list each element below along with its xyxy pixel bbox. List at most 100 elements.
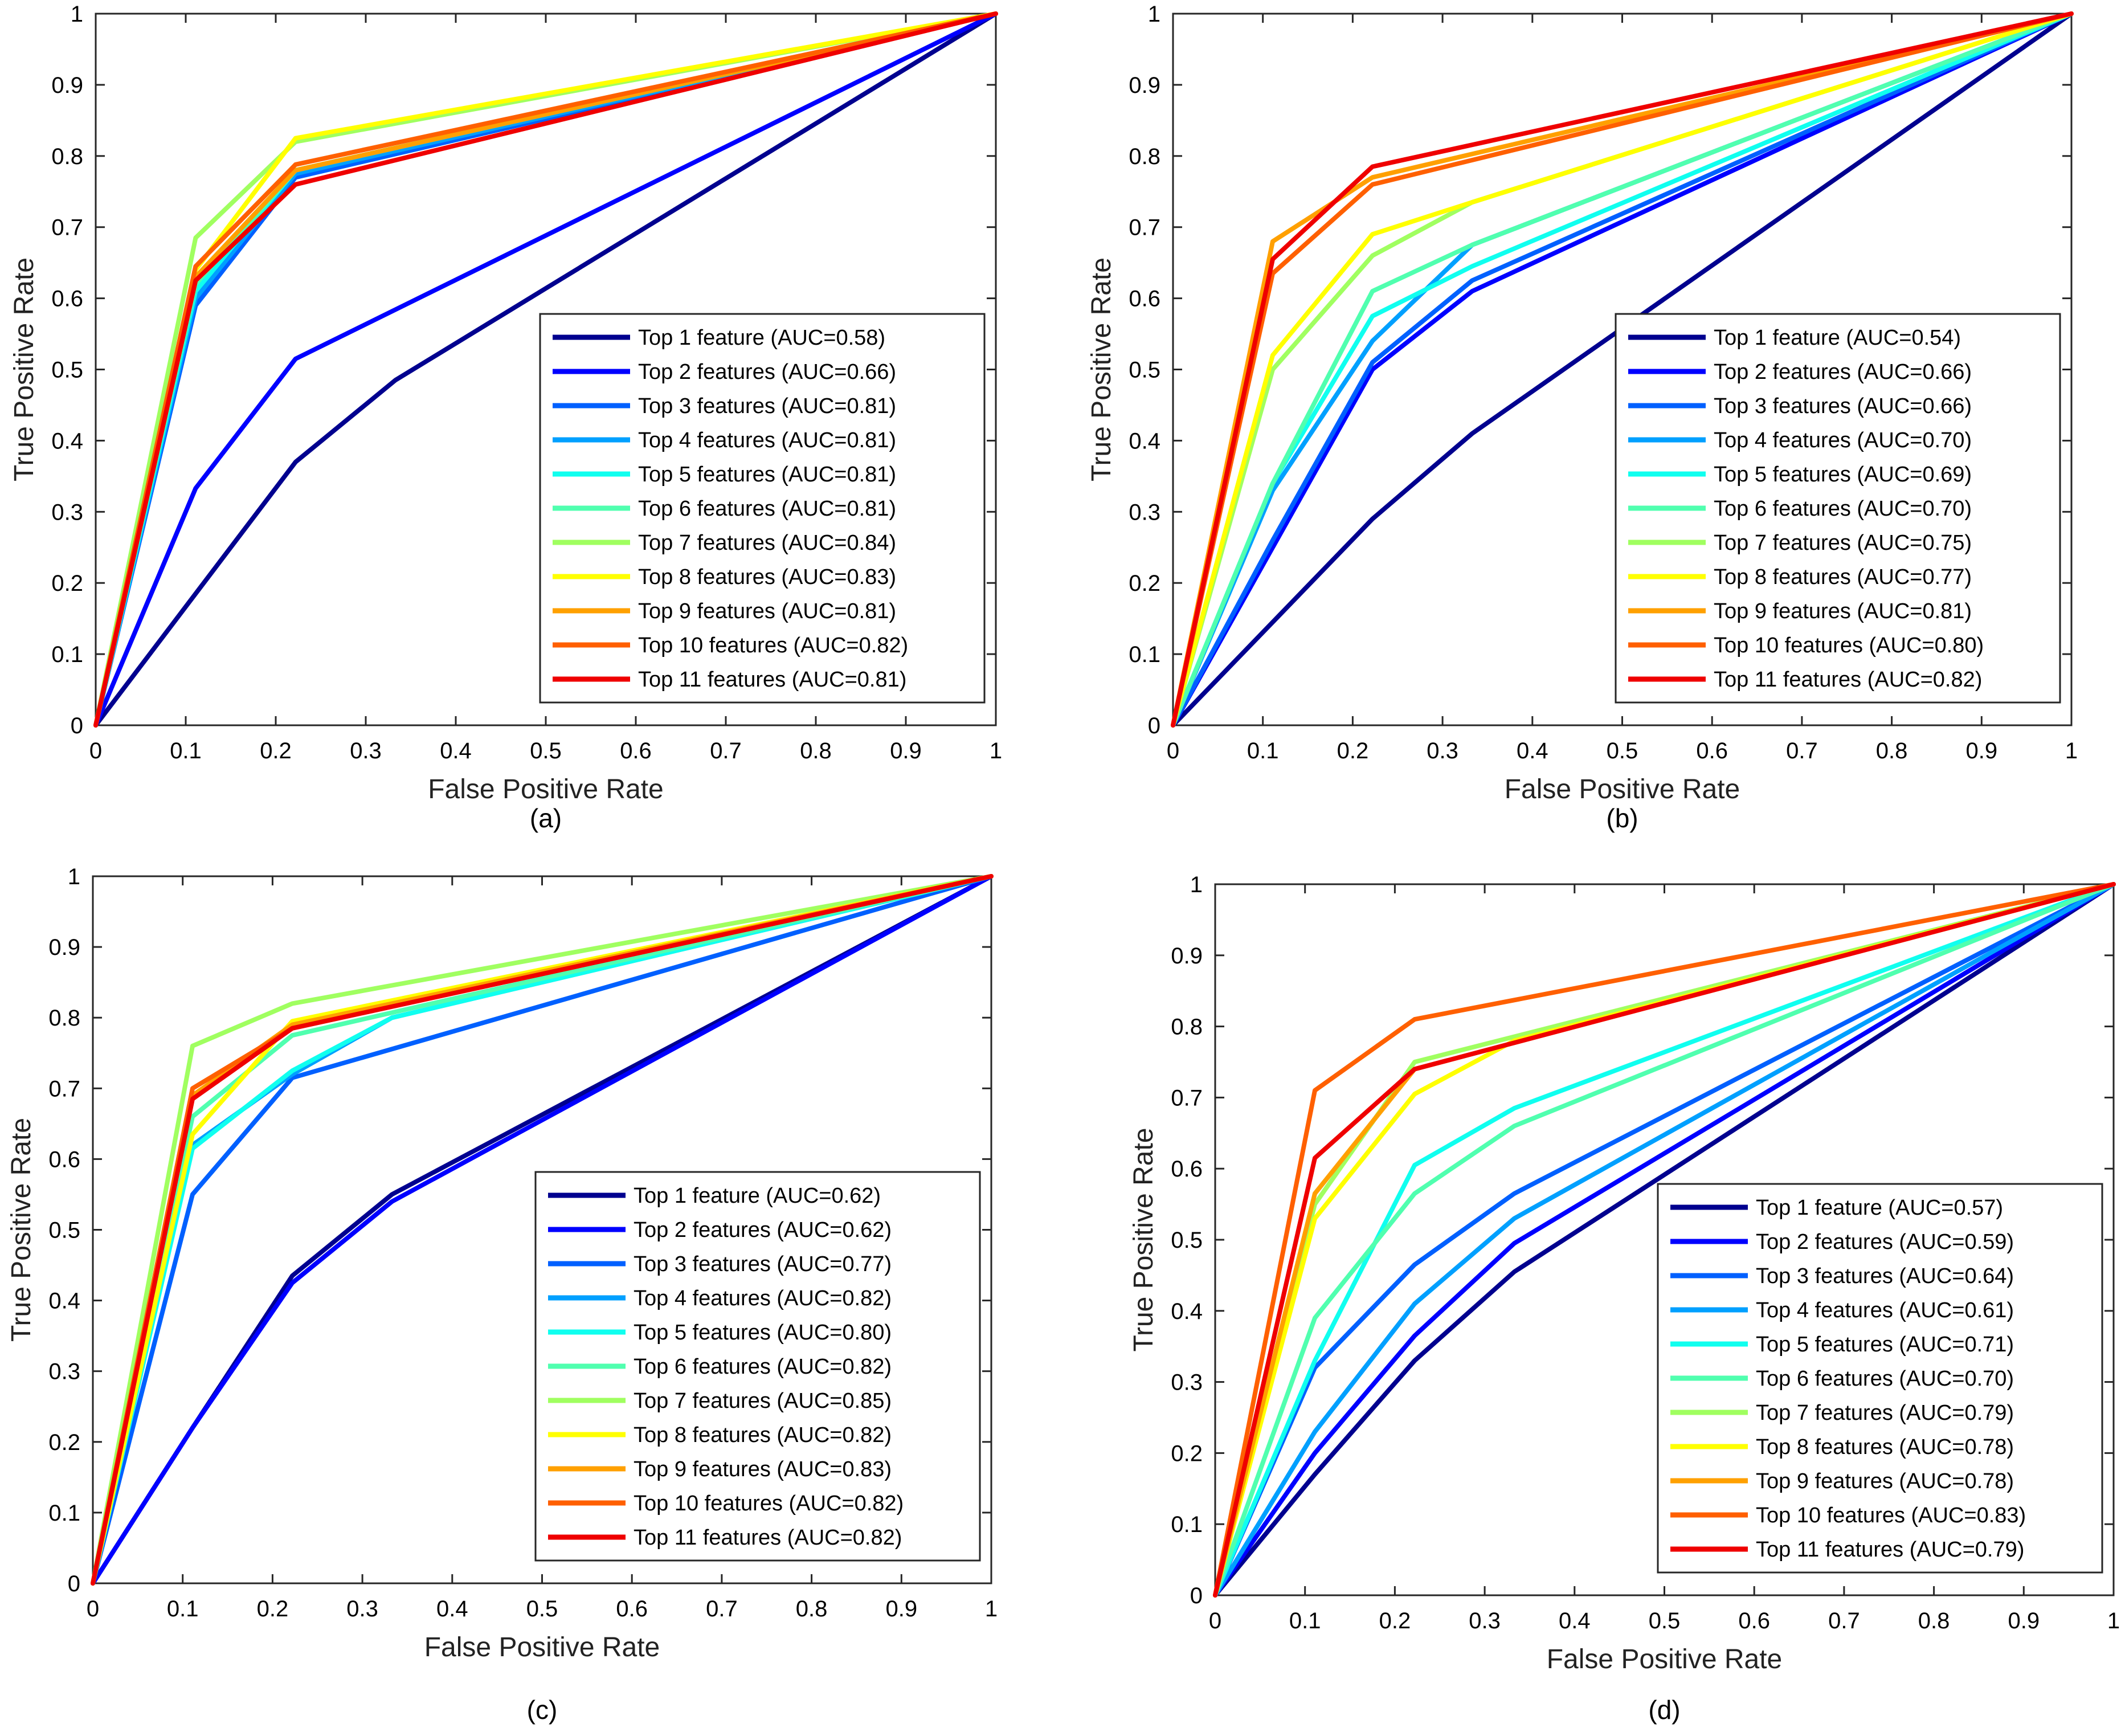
legend-entry: Top 10 features (AUC=0.83) [1756, 1504, 2026, 1527]
y-tick-label: 1 [71, 2, 83, 27]
y-tick-label: 0.9 [1129, 73, 1160, 98]
x-tick-label: 0.2 [1379, 1608, 1411, 1633]
legend-entry: Top 3 features (AUC=0.66) [1714, 394, 1972, 418]
legend-entry: Top 8 features (AUC=0.82) [634, 1423, 892, 1447]
x-tick-label: 0 [1209, 1608, 1221, 1633]
x-tick-label: 0.8 [796, 1596, 828, 1621]
y-tick-label: 0.8 [1129, 144, 1160, 169]
y-tick-label: 0.1 [51, 642, 83, 667]
legend-entry: Top 7 features (AUC=0.85) [634, 1389, 892, 1413]
x-tick-label: 0.4 [440, 738, 472, 763]
y-tick-label: 0.5 [51, 358, 83, 383]
legend-entry: Top 2 features (AUC=0.59) [1756, 1230, 2014, 1254]
series-line-1 [1213, 882, 2116, 1598]
legend-entry: Top 6 features (AUC=0.81) [638, 497, 896, 521]
x-tick-label: 0.9 [2008, 1608, 2040, 1633]
x-tick-label: 0.7 [1828, 1608, 1860, 1633]
x-tick-label: 0.2 [257, 1596, 289, 1621]
x-tick-label: 0.2 [260, 738, 292, 763]
legend: Top 1 feature (AUC=0.58) Top 2 features (… [539, 313, 986, 704]
series-line-1 [93, 11, 998, 728]
x-tick-label: 0.4 [436, 1596, 468, 1621]
y-tick-label: 0.4 [1129, 428, 1160, 454]
series-line-6 [1213, 882, 2116, 1598]
y-tick-label: 0.7 [48, 1076, 80, 1101]
x-tick-label: 0.3 [1469, 1608, 1501, 1633]
x-tick-label: 1 [2065, 738, 2078, 763]
x-tick-label: 0 [89, 738, 102, 763]
x-tick-label: 0.7 [706, 1596, 738, 1621]
y-tick-label: 0 [71, 713, 83, 738]
y-tick-label: 0 [1148, 713, 1160, 738]
legend-entry: Top 5 features (AUC=0.71) [1756, 1333, 2014, 1357]
series-line-2 [1213, 882, 2116, 1598]
x-tick-label: 0.5 [526, 1596, 558, 1621]
y-tick-label: 0.1 [1129, 642, 1160, 667]
series-line-1 [1171, 11, 2074, 728]
legend-entry: Top 9 features (AUC=0.81) [638, 599, 896, 623]
legend-entry: Top 8 features (AUC=0.83) [638, 565, 896, 589]
legend-entry: Top 2 features (AUC=0.66) [638, 360, 896, 384]
y-tick-label: 0.9 [48, 935, 80, 960]
y-tick-label: 0.2 [1171, 1441, 1203, 1466]
panel-label: (d) [1648, 1695, 1680, 1725]
y-tick-label: 0.8 [51, 144, 83, 169]
series-line-11 [93, 11, 998, 728]
y-tick-label: 0.5 [1171, 1228, 1203, 1253]
x-tick-label: 0.2 [1337, 738, 1369, 763]
legend-entry: Top 7 features (AUC=0.84) [638, 531, 896, 555]
y-tick-label: 0.3 [48, 1359, 80, 1384]
legend-entry: Top 11 features (AUC=0.82) [634, 1526, 902, 1550]
legend-entry: Top 8 features (AUC=0.78) [1756, 1435, 2014, 1459]
x-tick-label: 0.5 [530, 738, 562, 763]
legend-entry: Top 2 features (AUC=0.62) [634, 1218, 892, 1242]
series-line-2 [93, 11, 998, 728]
legend-entry: Top 10 features (AUC=0.82) [638, 634, 908, 657]
y-axis-label: True Positive Rate [1086, 258, 1117, 481]
x-tick-label: 0 [87, 1596, 99, 1621]
series-line-10 [1213, 882, 2116, 1598]
x-tick-label: 0.7 [1786, 738, 1818, 763]
y-tick-label: 0 [1190, 1583, 1203, 1608]
legend-entry: Top 3 features (AUC=0.64) [1756, 1264, 2014, 1288]
series-line-11 [91, 874, 994, 1586]
x-tick-label: 0.9 [890, 738, 922, 763]
y-tick-label: 0.3 [1129, 500, 1160, 525]
y-tick-label: 0.6 [51, 287, 83, 312]
series-line-8 [1171, 11, 2074, 728]
x-tick-label: 0.1 [167, 1596, 199, 1621]
y-tick-label: 0.5 [1129, 358, 1160, 383]
legend-entry: Top 3 features (AUC=0.81) [638, 394, 896, 418]
x-tick-label: 1 [985, 1596, 998, 1621]
legend-entry: Top 6 features (AUC=0.70) [1756, 1367, 2014, 1391]
x-tick-label: 0.4 [1517, 738, 1548, 763]
legend-entry: Top 1 feature (AUC=0.57) [1756, 1196, 2003, 1220]
x-tick-label: 0.1 [1247, 738, 1279, 763]
legend: Top 1 feature (AUC=0.54) Top 2 features (… [1615, 313, 2061, 704]
legend-entry: Top 6 features (AUC=0.70) [1714, 497, 1972, 521]
x-tick-label: 0.6 [1696, 738, 1728, 763]
y-tick-label: 0 [68, 1571, 80, 1596]
legend-entry: Top 10 features (AUC=0.82) [634, 1492, 904, 1516]
roc-panel-4: 0 0.1 0.2 0.3 0.4 0.5 0.6 0.7 0.8 0.9 1 0 0.1 0.2 0.3 0… [1129, 872, 2120, 1725]
y-tick-label: 0.6 [1171, 1157, 1203, 1182]
legend-entry: Top 4 features (AUC=0.61) [1756, 1298, 2014, 1322]
y-tick-label: 0.2 [51, 571, 83, 596]
legend-entry: Top 10 features (AUC=0.80) [1714, 634, 1984, 657]
legend-entry: Top 3 features (AUC=0.77) [634, 1252, 892, 1276]
x-tick-label: 0.9 [885, 1596, 917, 1621]
legend-entry: Top 6 features (AUC=0.82) [634, 1355, 892, 1379]
x-tick-label: 0.4 [1559, 1608, 1591, 1633]
series-line-4 [1213, 882, 2116, 1598]
x-tick-label: 0.1 [1289, 1608, 1321, 1633]
series-line-6 [1171, 11, 2074, 728]
y-tick-label: 0.7 [1129, 215, 1160, 240]
legend: Top 1 feature (AUC=0.57) Top 2 features (… [1657, 1183, 2103, 1574]
y-tick-label: 0.6 [1129, 287, 1160, 312]
x-tick-label: 0.7 [710, 738, 742, 763]
y-tick-label: 0.4 [1171, 1299, 1203, 1324]
roc-panel-2: 0 0.1 0.2 0.3 0.4 0.5 0.6 0.7 0.8 0.9 1 0 0.1 0.2 0.3 0… [1086, 2, 2078, 833]
series-line-11 [1171, 11, 2074, 728]
y-tick-label: 0.4 [51, 428, 83, 454]
